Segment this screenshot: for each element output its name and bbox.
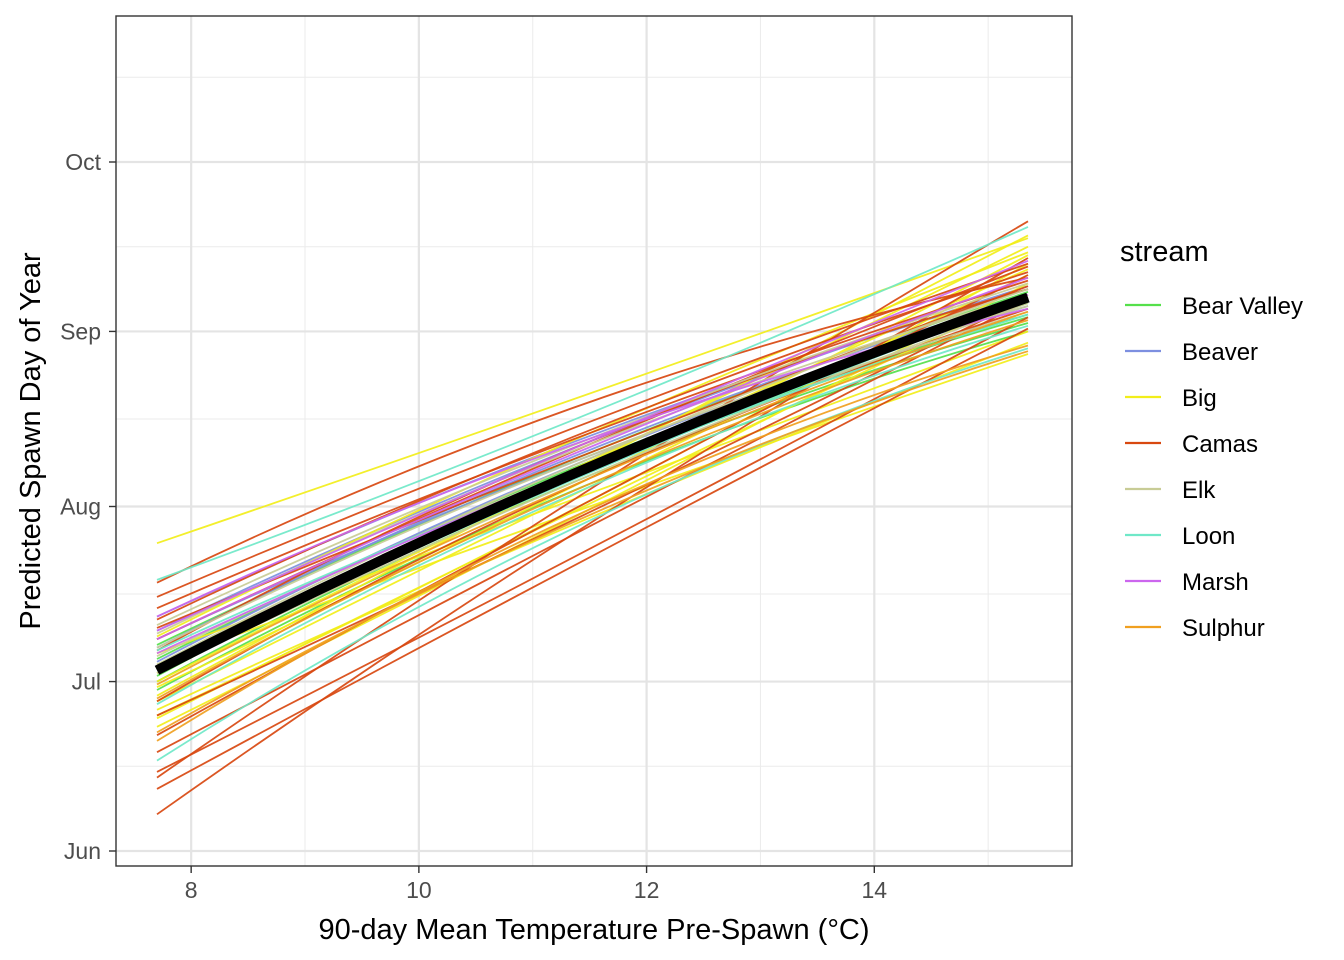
series-line-camas bbox=[156, 279, 1029, 610]
legend-label: Elk bbox=[1182, 477, 1216, 504]
x-tick-label: 14 bbox=[861, 877, 887, 903]
series-line-sulphur bbox=[156, 319, 1029, 700]
y-tick-label: Aug bbox=[60, 494, 101, 520]
y-tick-label: Oct bbox=[65, 149, 101, 175]
series-line-marsh bbox=[156, 259, 1029, 632]
series-line-camas bbox=[156, 271, 1029, 621]
legend-label: Marsh bbox=[1182, 569, 1249, 596]
overall-mean-line bbox=[154, 292, 1030, 675]
plot-panel-border bbox=[115, 15, 1073, 867]
legend-label: Camas bbox=[1182, 431, 1258, 458]
x-tick-label: 10 bbox=[406, 877, 432, 903]
series-line-sulphur bbox=[156, 310, 1029, 686]
x-tick-label: 12 bbox=[634, 877, 660, 903]
series-line-camas bbox=[156, 262, 1029, 598]
series-line-sulphur bbox=[156, 350, 1029, 734]
series-line-loon bbox=[156, 226, 1029, 581]
legend-label: Big bbox=[1182, 385, 1217, 412]
x-axis: 8 10 12 14 bbox=[185, 866, 887, 903]
major-gridlines bbox=[116, 16, 1072, 866]
x-tick-label: 8 bbox=[185, 877, 198, 903]
x-axis-title: 90-day Mean Temperature Pre-Spawn (°C) bbox=[318, 914, 869, 946]
series-line-sulphur bbox=[156, 344, 1029, 742]
plot-panel-background bbox=[116, 16, 1072, 866]
series-line-camas bbox=[156, 327, 1029, 790]
series-line-marsh bbox=[156, 276, 1029, 641]
legend-title: stream bbox=[1120, 236, 1209, 268]
series-line-camas bbox=[156, 257, 1029, 816]
y-tick-label: Jun bbox=[64, 838, 101, 864]
series-line-camas bbox=[156, 296, 1029, 717]
y-tick-label: Jul bbox=[72, 669, 101, 695]
legend-label: Sulphur bbox=[1182, 615, 1265, 642]
legend-label: Loon bbox=[1182, 523, 1235, 550]
series-line-elk bbox=[156, 288, 1029, 666]
series-lines bbox=[154, 220, 1030, 816]
legend-label: Bear Valley bbox=[1182, 293, 1303, 320]
y-tick-label: Sep bbox=[60, 318, 101, 344]
legend: stream Bear Valley Beaver Big Camas Elk Loon M… bbox=[1120, 236, 1303, 642]
y-axis: Jun Jul Aug Sep Oct bbox=[60, 149, 116, 864]
series-line-loon bbox=[156, 324, 1029, 705]
series-line-loon bbox=[156, 347, 1029, 762]
minor-gridlines bbox=[116, 16, 1072, 866]
y-axis-title: Predicted Spawn Day of Year bbox=[15, 252, 47, 630]
series-line-camas bbox=[156, 220, 1029, 779]
legend-label: Beaver bbox=[1182, 339, 1258, 366]
